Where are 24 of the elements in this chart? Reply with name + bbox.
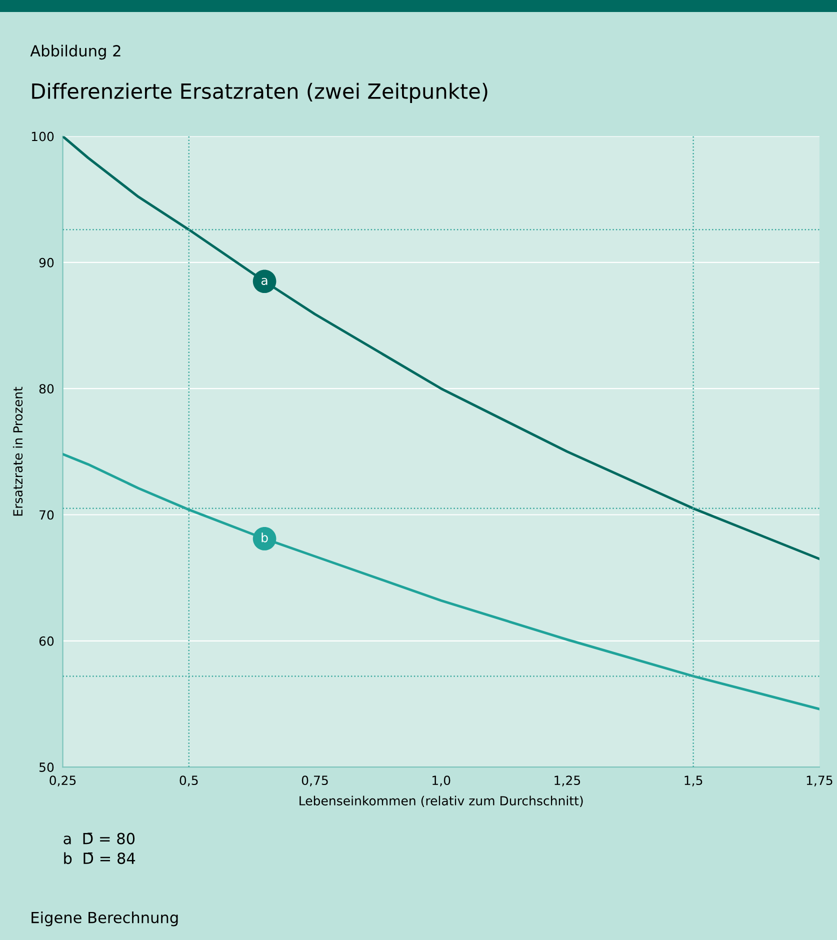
y-tick-label: 70 bbox=[40, 510, 54, 520]
chart-subtitle: Abbildung 2 bbox=[30, 44, 120, 60]
text: a D̄ = 80 bbox=[64, 832, 135, 844]
x-tick-label: 1,0 bbox=[432, 776, 450, 786]
y-tick-label: 100 bbox=[32, 132, 54, 142]
chart-title: Differenzierte Ersatzraten (zwei Zeitpunkte) bbox=[32, 82, 488, 104]
y-tick-label: 80 bbox=[39, 384, 54, 394]
line-series bbox=[62, 136, 820, 560]
x-tick-label: 0,5 bbox=[180, 776, 198, 786]
y-tick-label: 60 bbox=[39, 636, 54, 646]
text: Eigene Berechnung bbox=[32, 911, 178, 926]
y-axis-title: Ersatzrate in Prozent bbox=[12, 386, 23, 516]
x-tick-label: 1,5 bbox=[684, 776, 702, 786]
y-tick-label: 50 bbox=[40, 762, 54, 772]
text: b D̄ = 84 bbox=[64, 852, 136, 864]
y-tick-label: 90 bbox=[39, 258, 54, 268]
x-tick-label: 1,25 bbox=[554, 776, 580, 786]
x-tick-label: 0,75 bbox=[302, 776, 328, 786]
x-tick-label: 1,75 bbox=[806, 776, 832, 786]
annotation: a bbox=[261, 278, 268, 285]
x-axis-title: Lebenseinkommen (relativ zum Durchschnitt) bbox=[300, 796, 583, 807]
annotation: b bbox=[262, 532, 268, 542]
line-series bbox=[62, 452, 820, 710]
x-tick-label: 0,25 bbox=[50, 776, 76, 786]
